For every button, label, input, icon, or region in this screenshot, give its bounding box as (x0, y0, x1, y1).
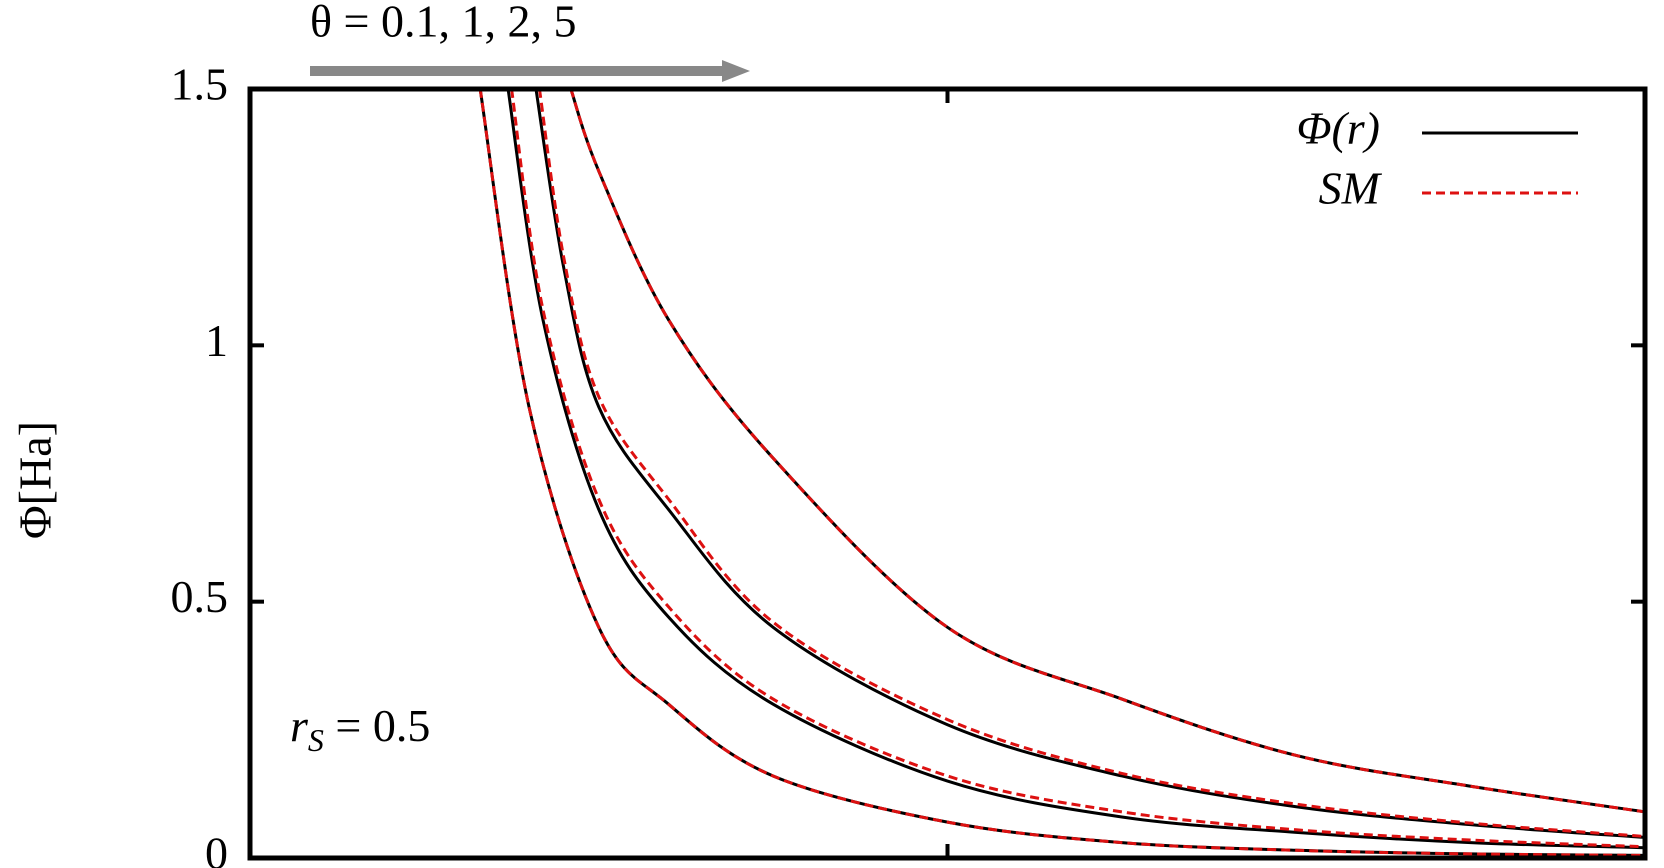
legend-label: SM (1319, 163, 1383, 214)
dashed-curve (510, 88, 1645, 849)
solid-curve (478, 88, 1645, 857)
dashed-curve (478, 88, 1645, 857)
legend-label: Φ(r) (1296, 103, 1380, 154)
solid-curve (534, 88, 1645, 839)
theta-annotation: θ = 0.1, 1, 2, 5 (310, 0, 576, 47)
y-tick-label: 1.5 (171, 59, 229, 110)
y-tick-label: 0.5 (171, 571, 229, 622)
solid-curve (569, 88, 1645, 814)
rs-text: = 0.5 (324, 700, 430, 751)
plot-frame (247, 86, 1648, 861)
y-tick-label: 0 (205, 828, 228, 868)
y-tick-label: 1 (205, 315, 228, 366)
rs-annotation: rS = 0.5 (290, 700, 430, 759)
y-axis-label: Φ[Ha] (10, 421, 61, 539)
rs-subscript: S (308, 722, 324, 758)
arrow-head (722, 60, 750, 82)
dashed-curve (569, 88, 1645, 814)
rs-base: r (290, 700, 309, 751)
dashed-curve (537, 88, 1645, 838)
solid-curve (506, 88, 1645, 850)
